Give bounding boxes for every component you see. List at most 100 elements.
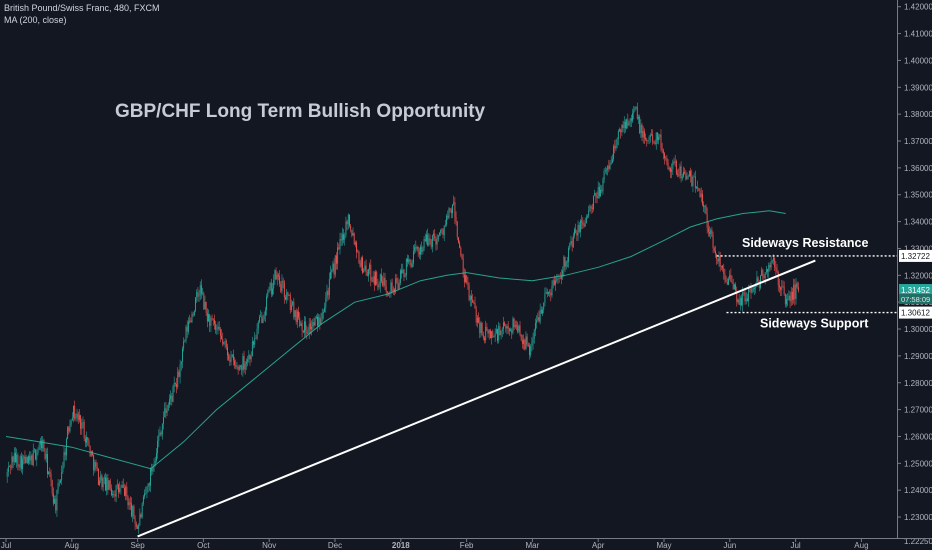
candle-body [624,121,626,129]
candle-body [379,274,381,287]
candle-body [228,355,230,360]
candle-body [396,278,398,283]
resistance-price-badge [899,249,932,262]
candles[interactable] [6,102,799,534]
candle-body [506,326,508,329]
candle-body [423,238,425,249]
candle-body [594,192,596,196]
candle-body [47,453,48,475]
candle-body [249,355,251,360]
candle-body [67,427,69,440]
candle-body [524,339,526,350]
candle-body [422,248,424,252]
candle-body [715,250,716,255]
candle-body [581,220,583,223]
candle-body [698,187,700,191]
price-tick-label: 1.27000 [904,406,932,415]
candle-body [12,456,14,463]
candle-body [251,341,253,357]
candle-body [68,427,70,432]
candle-body [480,322,482,334]
candle-body [635,107,637,108]
candle-body [788,295,790,300]
candle-body [9,466,11,467]
candle-body [448,208,450,218]
candle-body [211,318,213,319]
candle-body [683,171,684,177]
price-axis[interactable]: 1.23000 1.24000 1.25000 1.26000 1.27000 1.280… [897,0,932,550]
time-tick-label: Aug [854,541,868,550]
candle-body [752,288,754,290]
candle-body [129,502,131,504]
candle-body [718,256,720,262]
moving-average-line[interactable] [5,210,786,470]
candle-body [450,210,452,214]
candle-body [16,455,18,463]
candle-body [325,298,327,308]
candle-body [105,477,106,491]
candle-body [51,480,53,494]
candle-body [696,187,697,189]
candle-body [793,284,795,300]
candle-body [475,308,477,323]
candle-body [582,222,584,225]
candle-body [651,134,652,136]
candle-body [488,330,490,334]
candle-body [536,320,538,323]
candle-body [187,321,189,332]
candle-body [346,221,348,225]
candle-body [142,496,144,504]
candle-body [645,137,647,140]
candle-body [56,489,58,511]
candle-body [774,257,776,268]
candle-body [565,261,567,267]
candle-body [115,485,117,497]
candle-body [435,238,437,245]
candle-body [326,290,328,299]
candle-body [686,176,688,180]
price-tick-label: 1.29000 [904,352,932,361]
candle-body [405,258,407,276]
candle-body [340,239,342,241]
trendline[interactable] [137,259,816,538]
candle-body [787,299,789,300]
candle-body [160,432,162,435]
candle-body [531,343,533,346]
time-axis[interactable]: Jul Aug Sep Oct Nov Dec 2018 Feb Mar Apr May Jun Jul… [0,538,932,550]
plot-area[interactable]: Sideways Resistance Sideways Support [5,102,897,538]
candle-body [277,274,279,277]
candle-body [229,359,231,362]
candle-body [776,268,778,273]
candle-body [571,240,573,247]
candle-body [274,270,276,281]
candle-body [134,518,136,524]
candle-body [354,242,356,245]
candle-body [102,478,104,488]
candle-body [61,471,63,481]
candle-body [55,499,57,511]
candle-body [13,452,15,463]
candle-body [138,524,140,529]
candle-body [193,310,195,316]
candle-body [794,284,796,299]
candle-body [212,318,214,320]
candle-body [725,279,727,282]
candle-body [133,506,135,519]
candle-body [394,289,395,293]
candle-body [750,285,752,293]
candle-body [601,189,603,192]
candle-body [122,484,124,488]
candle-body [442,229,444,235]
candle-body [186,326,188,332]
candle-body [77,413,79,420]
candle-body [669,167,671,172]
candle-body [664,153,665,159]
candle-body [521,340,523,344]
candle-body [139,514,141,525]
candle-body [576,233,578,236]
candle-body [790,291,792,302]
candle-body [559,278,561,279]
candle-body [557,278,559,280]
candle-body [35,449,37,460]
